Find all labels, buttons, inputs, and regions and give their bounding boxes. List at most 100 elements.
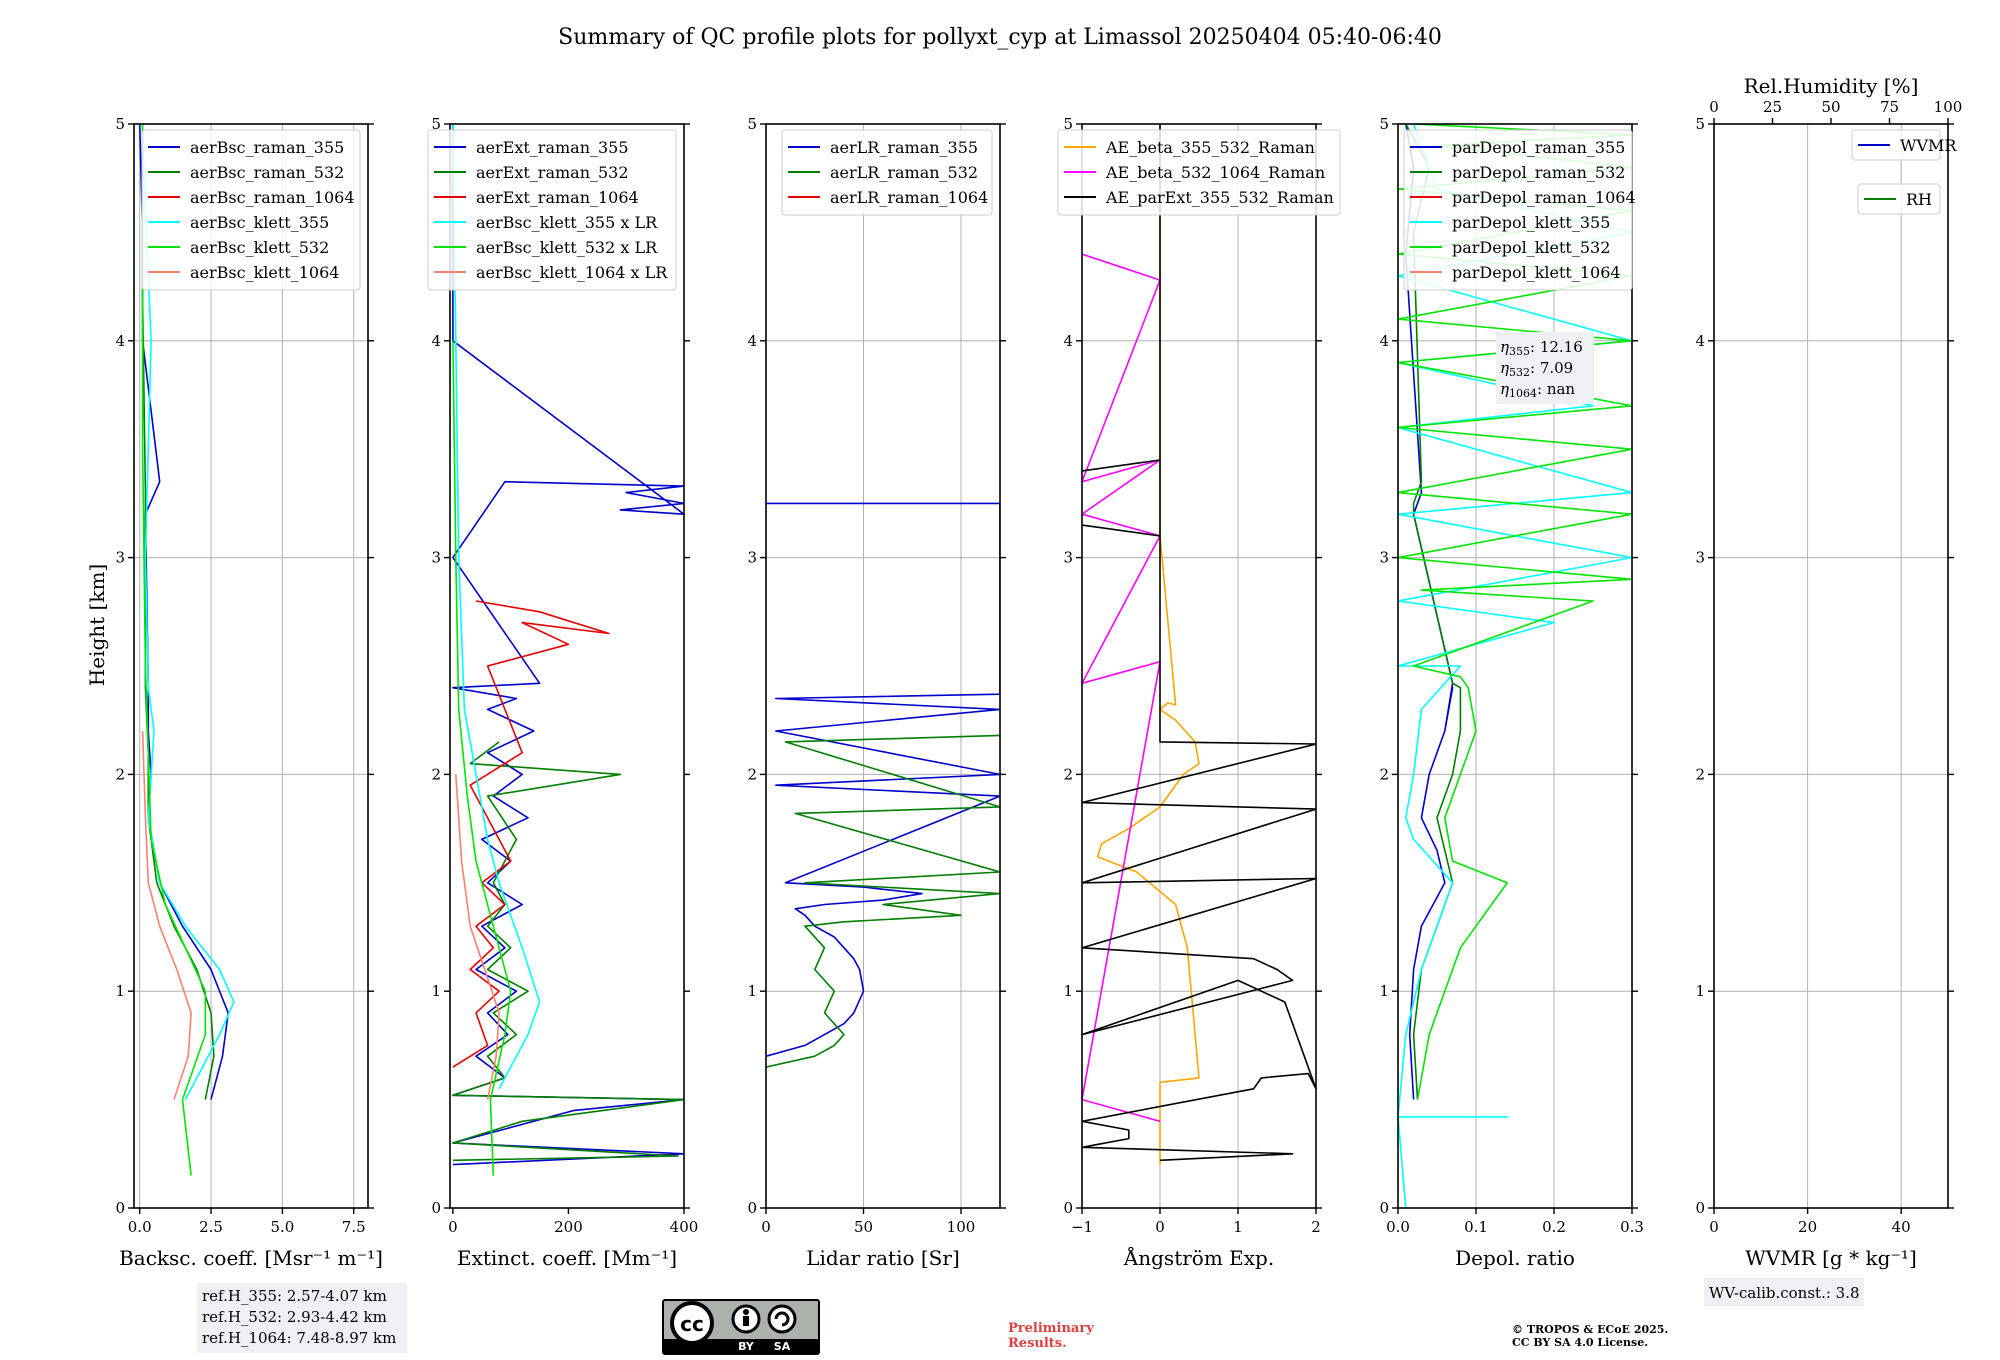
y-tick-label: 2 <box>747 765 757 783</box>
series-parDepol_klett_532 <box>1398 124 1632 1100</box>
legend: aerBsc_raman_355 aerBsc_raman_532 aerBsc_r… <box>141 129 361 291</box>
by-label: BY <box>738 1340 755 1353</box>
series-aerLR_raman_532 <box>766 734 1000 1068</box>
refh-line: ref.H_532: 2.93-4.42 km <box>202 1308 387 1326</box>
series-aerLR_raman_355 <box>766 502 1000 1057</box>
x-tick-label: −1 <box>1071 1218 1093 1236</box>
series-aerBsc_klett_1064 x LR <box>455 774 500 1100</box>
legend-entry: aerLR_raman_355 <box>830 138 978 157</box>
y-tick-label: 5 <box>115 115 125 133</box>
legend: parDepol_raman_355 parDepol_raman_532 parD… <box>1403 129 1636 291</box>
eta-line: η1064: nan <box>1500 380 1575 400</box>
legend-box <box>427 129 677 291</box>
y-tick-label: 1 <box>747 982 757 1000</box>
legend: WVMR RH <box>1851 129 1957 215</box>
legend-entry: aerBsc_raman_532 <box>190 163 344 182</box>
gridlines <box>1081 123 1317 1209</box>
series-aerBsc_klett_355 <box>141 124 235 1100</box>
series-aerExt_raman_532 <box>452 741 684 1162</box>
eta-subscript: 532 <box>1509 366 1530 379</box>
legend-entry: AE_parExt_355_532_Raman <box>1105 188 1334 207</box>
x-tick-label: 200 <box>554 1218 583 1236</box>
x-tick-label: 0 <box>1709 1218 1719 1236</box>
series-AE_parExt_355_532_Raman <box>1082 124 1316 1162</box>
x2-axis-label: Rel.Humidity [%] <box>1744 74 1919 98</box>
legend-rh-box <box>1857 183 1941 215</box>
legend-wvmr-box <box>1851 129 1941 161</box>
series-group <box>766 502 1000 1068</box>
series-parDepol_raman_355 <box>1405 124 1454 1100</box>
x-tick-label: 7.5 <box>342 1218 366 1236</box>
series-aerBsc_klett_355 x LR <box>452 124 541 1090</box>
x-tick-label: 5.0 <box>270 1218 294 1236</box>
series-AE_beta_532_1064_Raman <box>1082 253 1161 1123</box>
refh-line: ref.H_355: 2.57-4.07 km <box>202 1287 387 1305</box>
x-tick-label: 0 <box>761 1218 771 1236</box>
cc-logo-icon <box>670 1301 714 1345</box>
x-tick-label: 2.5 <box>199 1218 223 1236</box>
panel-2: 0 1 2 3 4 5 0 200 400 Extinct. coeff. [Mm⁻¹] aerEx… <box>427 115 699 1270</box>
series-group <box>1082 124 1316 1165</box>
axes-frame <box>1397 123 1633 1209</box>
y-tick-label: 2 <box>115 765 125 783</box>
cc-logo-text: cc <box>680 1312 704 1336</box>
x-tick-label: 20 <box>1798 1218 1817 1236</box>
x-tick-label: 0.1 <box>1464 1218 1488 1236</box>
eta-value: : 7.09 <box>1530 359 1573 377</box>
legend-entry: AE_beta_532_1064_Raman <box>1105 163 1325 182</box>
legend-entry: aerBsc_klett_355 <box>190 213 329 232</box>
axes-frame <box>1081 123 1317 1209</box>
eta-box <box>1496 332 1594 404</box>
y-tick-label: 3 <box>1695 549 1705 567</box>
x2-tick-label: 50 <box>1821 98 1840 116</box>
x-tick-label: 50 <box>854 1218 873 1236</box>
eta-subscript: 355 <box>1509 345 1530 358</box>
legend-box <box>1403 129 1633 291</box>
x-axis-label: Depol. ratio <box>1455 1246 1575 1270</box>
y-tick-label: 2 <box>1063 765 1073 783</box>
legend-box <box>141 129 361 291</box>
axes-frame <box>1713 123 1949 1209</box>
y-tick-label: 2 <box>431 765 441 783</box>
figure-title: Summary of QC profile plots for pollyxt_… <box>558 25 1442 50</box>
y-tick-label: 0 <box>1695 1199 1705 1217</box>
y-tick-label: 0 <box>747 1199 757 1217</box>
x2-tick-label: 0 <box>1709 98 1719 116</box>
wv-calib-text: WV-calib.const.: 3.8 <box>1709 1284 1860 1302</box>
series-group <box>138 124 235 1176</box>
legend-entry: aerBsc_klett_355 x LR <box>476 213 658 232</box>
legend-box <box>781 129 993 216</box>
series-aerBsc_klett_532 x LR <box>452 340 512 1176</box>
series-aerBsc_klett_1064 <box>141 730 192 1100</box>
x-tick-label: 1 <box>1233 1218 1243 1236</box>
y-tick-label: 4 <box>115 332 125 350</box>
series-group <box>452 124 684 1176</box>
eta-line: η532: 7.09 <box>1500 359 1573 379</box>
x2-tick-label: 75 <box>1880 98 1899 116</box>
sa-label: SA <box>774 1340 791 1353</box>
y-tick-label: 2 <box>1695 765 1705 783</box>
legend-entry: parDepol_raman_1064 <box>1452 188 1636 207</box>
axes-frame <box>765 123 1001 1209</box>
y-tick-label: 3 <box>747 549 757 567</box>
x-axis-label: Ångström Exp. <box>1123 1245 1274 1270</box>
legend-entry: RH <box>1906 190 1932 209</box>
legend-entry: aerExt_raman_532 <box>476 163 629 182</box>
series-aerBsc_klett_532 <box>141 124 207 1176</box>
panels: 0 1 2 3 4 5 0.0 2.5 5.0 7.5 Backsc. coeff. [Msr⁻¹ … <box>115 74 1962 1353</box>
legend-entry: AE_beta_355_532_Raman <box>1105 138 1315 157</box>
gridlines <box>1713 123 1948 1209</box>
x-tick-label: 0 <box>448 1218 458 1236</box>
x-tick-label: 100 <box>947 1218 976 1236</box>
by-person-body <box>743 1316 749 1326</box>
copyright-line-1: © TROPOS & ECoE 2025. <box>1512 1323 1668 1336</box>
x-tick-label: 2 <box>1311 1218 1321 1236</box>
x-tick-label: 400 <box>670 1218 699 1236</box>
legend: aerLR_raman_355 aerLR_raman_532 aerLR_rama… <box>781 129 993 216</box>
y-tick-label: 5 <box>1063 115 1073 133</box>
y-tick-label: 5 <box>1379 115 1389 133</box>
